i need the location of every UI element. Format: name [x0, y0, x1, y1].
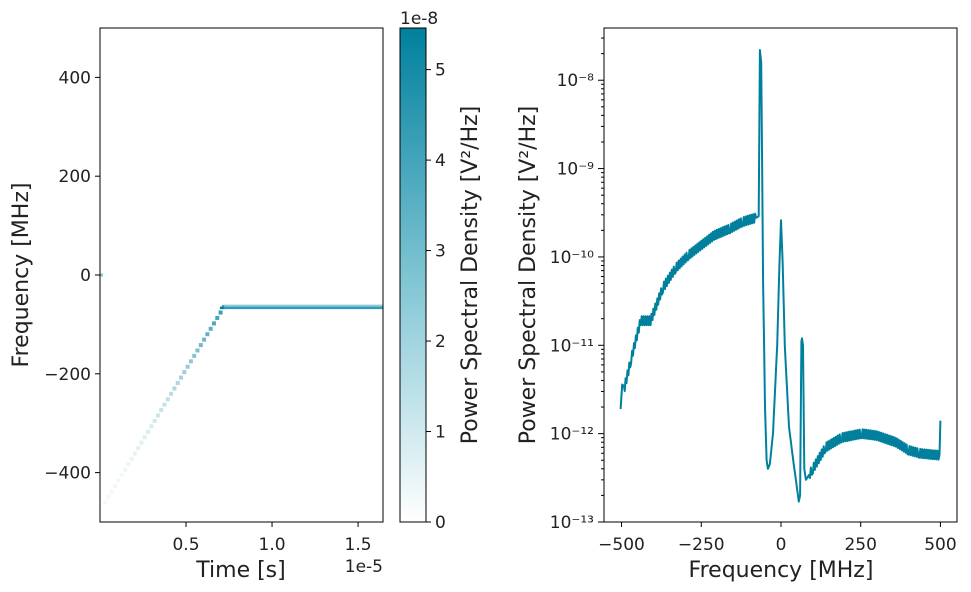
y-tick-label: 10⁻¹³	[550, 513, 594, 533]
x-tick-label: 0	[776, 535, 787, 555]
psd-ylabel: Power Spectral Density [V²/Hz]	[516, 106, 541, 445]
y-tick-label: 200	[59, 167, 91, 187]
hold-band-edge	[223, 304, 383, 307]
chirp-cell	[211, 321, 216, 326]
chirp-cell	[192, 353, 197, 358]
spectrogram-axes	[100, 28, 383, 522]
chirp-cell	[188, 359, 193, 364]
chirp-cell	[172, 386, 177, 391]
chirp-cell	[205, 332, 210, 337]
chirp-cell	[169, 391, 174, 396]
colorbar-tick-label: 2	[435, 332, 446, 352]
colorbar-tick-label: 4	[435, 151, 446, 171]
chirp-cell	[113, 483, 118, 488]
chirp-cell	[132, 451, 137, 456]
chirp-cell	[139, 440, 144, 445]
chirp-cell	[215, 315, 220, 320]
psd-series-line	[619, 49, 942, 503]
x-tick-label: 0.5	[172, 535, 199, 555]
chirp-cell	[146, 429, 151, 434]
colorbar-tick-label: 0	[435, 513, 446, 533]
chirp-cell	[185, 364, 190, 369]
colorbar-label: Power Spectral Density [V²/Hz]	[458, 106, 483, 445]
x-tick-label: −250	[678, 535, 725, 555]
x-tick-label: −500	[598, 535, 645, 555]
spectrogram-ylabel: Frequency [MHz]	[9, 183, 34, 368]
colorbar-tick-label: 3	[435, 242, 446, 262]
chirp-cell	[106, 494, 111, 499]
y-tick-label: −400	[44, 464, 91, 484]
chirp-cell	[109, 489, 114, 494]
chirp-cell	[103, 500, 108, 505]
colorbar-offset-label: 1e-8	[400, 9, 438, 29]
dc-point	[100, 273, 103, 277]
chirp-cell	[162, 402, 167, 407]
y-tick-label: 10⁻¹⁰	[550, 248, 594, 268]
y-tick-label: 10⁻¹¹	[550, 336, 594, 356]
chirp-cell	[198, 343, 203, 348]
y-tick-label: 0	[80, 266, 91, 286]
spectrogram-plot: 0.5 1.0 1.5 400 200 0 −200 −400 Time [s] 1e-5 F…	[9, 27, 384, 583]
chirp-cell	[208, 326, 213, 331]
chirp-cell	[218, 310, 223, 315]
chirp-cell	[152, 418, 157, 423]
colorbar: 0 1 2 3 4 5 1e-8 Power Spectral Density [V²/H…	[399, 9, 483, 533]
chirp-cell	[195, 348, 200, 353]
chirp-cell	[149, 424, 154, 429]
x-tick-label: 250	[844, 535, 876, 555]
chirp-cell	[122, 467, 127, 472]
chirp-cell	[165, 397, 170, 402]
chirp-cell	[155, 413, 160, 418]
chirp-cell	[142, 435, 147, 440]
y-tick-label: 400	[59, 68, 91, 88]
colorbar-tick-label: 5	[435, 61, 446, 81]
hold-start-cell	[219, 306, 224, 310]
chirp-cell	[119, 473, 124, 478]
chirp-cell	[179, 375, 184, 380]
y-tick-label: 10⁻⁹	[557, 160, 595, 180]
psd-xlabel: Frequency [MHz]	[689, 558, 874, 583]
x-tick-label: 1.0	[259, 535, 286, 555]
y-tick-label: −200	[44, 365, 91, 385]
chirp-cell	[175, 380, 180, 385]
colorbar-gradient	[399, 27, 427, 523]
chirp-cell	[126, 462, 131, 467]
x-offset-label: 1e-5	[345, 557, 383, 577]
x-tick-label: 1.5	[345, 535, 372, 555]
chirp-cell	[202, 337, 207, 342]
y-tick-label: 10⁻⁸	[557, 71, 595, 91]
y-tick-label: 10⁻¹²	[550, 425, 594, 445]
hold-band	[223, 306, 383, 310]
spectrogram-xlabel: Time [s]	[195, 558, 285, 583]
chirp-cell	[159, 408, 164, 413]
chirp-cell	[136, 446, 141, 451]
chirp-cell	[116, 478, 121, 483]
psd-plot: −500 −250 0 250 500 10⁻⁸ 10⁻⁹ 10⁻¹⁰ 10⁻¹¹ 10⁻¹² 10…	[516, 27, 958, 583]
chirp-cell	[182, 370, 187, 375]
chirp-cell	[129, 456, 134, 461]
colorbar-tick-label: 1	[435, 423, 446, 443]
x-tick-label: 500	[924, 535, 956, 555]
